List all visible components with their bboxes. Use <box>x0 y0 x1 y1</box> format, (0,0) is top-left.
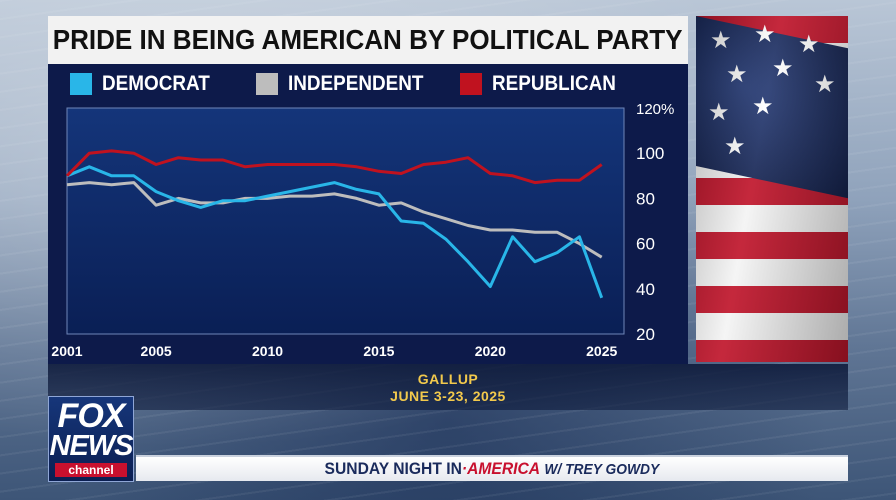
legend-swatch-republican <box>460 73 482 95</box>
flag-star: ★ <box>754 22 776 46</box>
y-tick-label: 120% <box>636 101 674 118</box>
show-title-part2: AMERICA <box>467 459 541 478</box>
flag-star: ★ <box>724 134 746 158</box>
x-tick-label: 2005 <box>141 343 172 359</box>
x-tick-label: 2020 <box>475 343 506 359</box>
legend-label-republican: REPUBLICAN <box>492 72 616 95</box>
legend-label-democrat: DEMOCRAT <box>102 72 210 95</box>
legend-item-democrat: DEMOCRAT <box>70 72 222 96</box>
flag-shade <box>696 16 848 362</box>
line-chart: 20 40 60 80 100 120% 2001 2005 2010 2015 2020 2025 <box>51 101 674 359</box>
plot-area <box>66 107 625 335</box>
flag-star: ★ <box>752 94 774 118</box>
legend-label-independent: INDEPENDENT <box>288 72 424 95</box>
flag-star: ★ <box>798 32 820 56</box>
y-tick-label: 60 <box>636 235 655 254</box>
y-tick-label: 100 <box>636 144 664 163</box>
title-bar: PRIDE IN BEING AMERICAN BY POLITICAL PAR… <box>48 16 688 64</box>
flag-star: ★ <box>710 28 732 52</box>
legend-item-republican: REPUBLICAN <box>460 72 630 96</box>
legend-swatch-independent <box>256 73 278 95</box>
american-flag-icon: ★ ★ ★ ★ ★ ★ ★ ★ ★ <box>696 16 848 362</box>
x-tick-label: 2025 <box>586 343 617 359</box>
flag-star: ★ <box>726 62 748 86</box>
legend-item-independent: INDEPENDENT <box>256 72 439 96</box>
show-title-part1: SUNDAY NIGHT IN <box>324 459 462 478</box>
y-tick-label: 80 <box>636 189 655 208</box>
legend: DEMOCRAT INDEPENDENT REPUBLICAN <box>64 72 684 100</box>
chart-title: PRIDE IN BEING AMERICAN BY POLITICAL PAR… <box>53 24 683 55</box>
series-line-republican <box>65 149 603 185</box>
source-band <box>48 364 848 410</box>
show-title-separator: · <box>461 459 468 478</box>
logo-channel-text: channel <box>55 463 127 477</box>
flag-star: ★ <box>708 100 730 124</box>
x-tick-label: 2015 <box>363 343 394 359</box>
y-tick-label: 40 <box>636 280 655 299</box>
flag-star: ★ <box>814 72 836 96</box>
show-ticker: SUNDAY NIGHT IN·AMERICA W/ TREY GOWDY <box>136 455 848 481</box>
legend-swatch-democrat <box>70 73 92 95</box>
source-name: GALLUP <box>417 371 479 387</box>
source-date: JUNE 3-23, 2025 <box>390 388 506 404</box>
x-tick-label: 2010 <box>252 343 283 359</box>
flag-star: ★ <box>772 56 794 80</box>
x-tick-label: 2001 <box>51 343 82 359</box>
fox-news-logo: FOX NEWS channel <box>48 396 134 482</box>
show-title: SUNDAY NIGHT IN·AMERICA W/ TREY GOWDY <box>325 459 660 479</box>
y-tick-label: 20 <box>636 325 655 344</box>
logo-fox-text: FOX <box>57 397 126 435</box>
series-line-democrat <box>66 165 604 299</box>
show-host: W/ TREY GOWDY <box>544 461 660 478</box>
series-line-independent <box>66 181 603 259</box>
logo-news-text: NEWS <box>49 430 134 462</box>
